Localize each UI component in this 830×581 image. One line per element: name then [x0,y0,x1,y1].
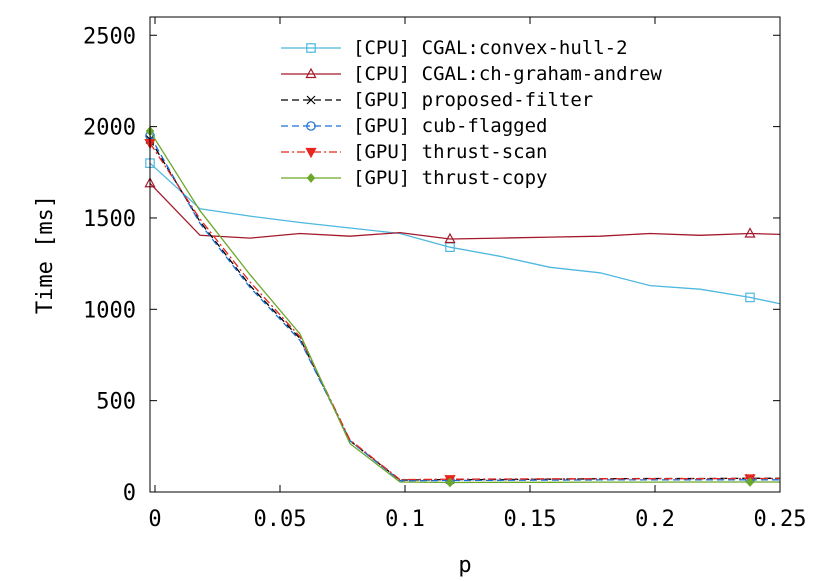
x-tick-label: 0.1 [385,507,425,532]
legend-entry: [GPU] proposed-filter [281,89,593,111]
series-line [149,162,781,305]
legend-entry: [GPU] cub-flagged [281,115,547,137]
series-line [149,142,780,481]
data-point-marker [745,477,755,487]
legend-label: [CPU] CGAL:ch-graham-andrew [353,63,662,85]
x-tick-label: 0.15 [504,507,557,532]
legend-label: [GPU] thrust-copy [353,167,547,189]
legend-entry: [CPU] CGAL:convex-hull-2 [281,37,628,59]
series-line [149,135,780,482]
legend-label: [GPU] thrust-scan [353,141,547,163]
x-axis-label: p [458,553,471,578]
x-tick-label: 0.2 [635,507,675,532]
series-line [149,139,780,481]
y-tick-label: 500 [96,390,136,415]
legend-marker [305,147,317,159]
legend-entry: [GPU] thrust-copy [281,167,547,189]
y-tick-label: 2000 [83,116,136,141]
plot-area [144,126,781,488]
legend-label: [GPU] cub-flagged [353,115,547,137]
legend-marker [306,43,316,53]
y-tick-label: 1000 [83,298,136,323]
legend-marker [306,121,316,131]
x-tick-label: 0.25 [754,507,807,532]
series-line [149,130,780,484]
legend-entry: [GPU] thrust-scan [281,141,547,163]
legend-marker [305,67,317,79]
data-point-marker [445,477,455,488]
y-axis-label: Time [ms] [33,195,58,314]
x-tick-label: 0 [148,507,161,532]
y-tick-label: 2500 [83,24,136,49]
y-tick-label: 1500 [83,207,136,232]
data-point-marker [744,227,756,238]
series-line [149,182,781,240]
data-point-marker [444,232,456,244]
plot-frame [149,16,781,493]
legend-marker [306,95,316,105]
legend-entry: [CPU] CGAL:ch-graham-andrew [281,63,662,85]
legend-label: [GPU] proposed-filter [353,89,593,111]
axis-ticks: 0 0.05 0.1 0.15 0.2 0.25 0 500 1000 1500 2000 2500 [83,17,806,532]
x-tick-label: 0.05 [254,507,307,532]
series-4 [144,138,780,486]
legend-marker [306,173,316,183]
y-tick-label: 0 [123,481,136,506]
legend: [CPU] CGAL:convex-hull-2 [CPU] CGAL:ch-gr… [281,37,662,189]
data-point-marker [745,292,755,303]
legend-label: [CPU] CGAL:convex-hull-2 [353,37,628,59]
